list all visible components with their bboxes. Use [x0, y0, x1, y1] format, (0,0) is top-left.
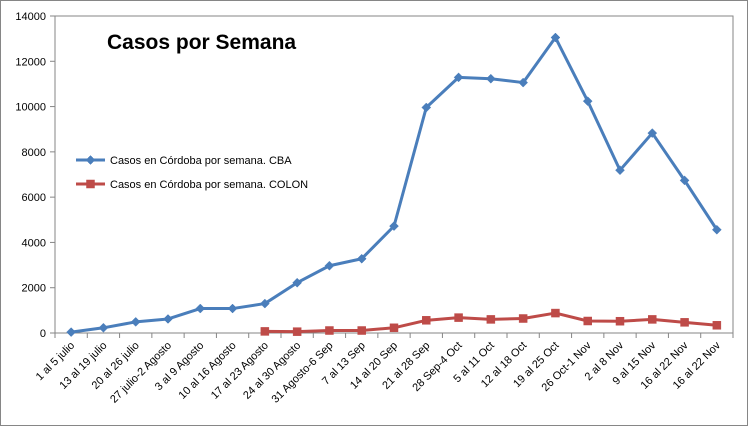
- data-point-series-2: [422, 316, 431, 325]
- y-tick-label: 8000: [22, 147, 46, 159]
- data-point-series-1: [712, 224, 722, 235]
- data-point-series-1: [292, 277, 302, 288]
- data-point-series-1: [615, 165, 625, 176]
- data-point-series-2: [712, 321, 722, 330]
- data-point-series-1: [66, 327, 76, 337]
- data-point-series-1: [647, 128, 658, 138]
- legend-label-1: Casos en Córdoba por semana. CBA: [110, 155, 292, 167]
- legend-marker-2: [86, 179, 95, 189]
- legend-label-2: Casos en Córdoba por semana. COLON: [110, 179, 308, 191]
- data-point-series-1: [163, 314, 173, 324]
- data-point-series-1: [260, 298, 270, 309]
- y-tick-label: 10000: [15, 102, 46, 114]
- data-point-series-1: [421, 102, 432, 113]
- chart-title: Casos por Semana: [107, 31, 296, 54]
- data-point-series-1: [582, 96, 593, 106]
- data-point-series-1: [389, 221, 399, 231]
- data-point-series-1: [98, 322, 109, 333]
- data-point-series-1: [227, 303, 238, 314]
- legend-marker-1: [85, 155, 96, 165]
- data-point-series-1: [486, 73, 496, 84]
- data-point-series-2: [325, 326, 334, 335]
- y-tick-label: 4000: [22, 237, 46, 249]
- data-point-series-1: [679, 175, 690, 186]
- data-point-series-1: [550, 32, 561, 43]
- data-point-series-2: [357, 326, 366, 335]
- data-point-series-2: [260, 327, 270, 336]
- y-tick-label: 2000: [22, 283, 46, 295]
- data-point-series-2: [648, 315, 657, 324]
- data-point-series-2: [518, 314, 528, 323]
- data-point-series-2: [615, 316, 625, 326]
- data-point-series-1: [356, 253, 367, 264]
- data-point-series-2: [551, 308, 560, 318]
- plot-area: [54, 15, 734, 334]
- y-tick-label: 12000: [15, 56, 46, 68]
- data-point-series-2: [486, 315, 496, 324]
- data-point-series-1: [324, 260, 335, 271]
- data-point-series-1: [453, 72, 464, 83]
- data-point-series-2: [292, 327, 302, 336]
- data-point-series-1: [130, 317, 141, 327]
- data-point-series-2: [583, 316, 592, 326]
- y-tick-label: 6000: [22, 192, 46, 204]
- y-tick-label: 0: [40, 328, 46, 340]
- data-point-series-1: [195, 303, 206, 314]
- data-point-series-2: [454, 313, 463, 322]
- data-point-series-2: [680, 318, 689, 327]
- data-point-series-2: [389, 323, 399, 333]
- y-tick-label: 14000: [15, 11, 46, 23]
- data-point-series-1: [518, 77, 528, 88]
- legend: Casos en Córdoba por semana. CBA Casos en…: [76, 155, 308, 191]
